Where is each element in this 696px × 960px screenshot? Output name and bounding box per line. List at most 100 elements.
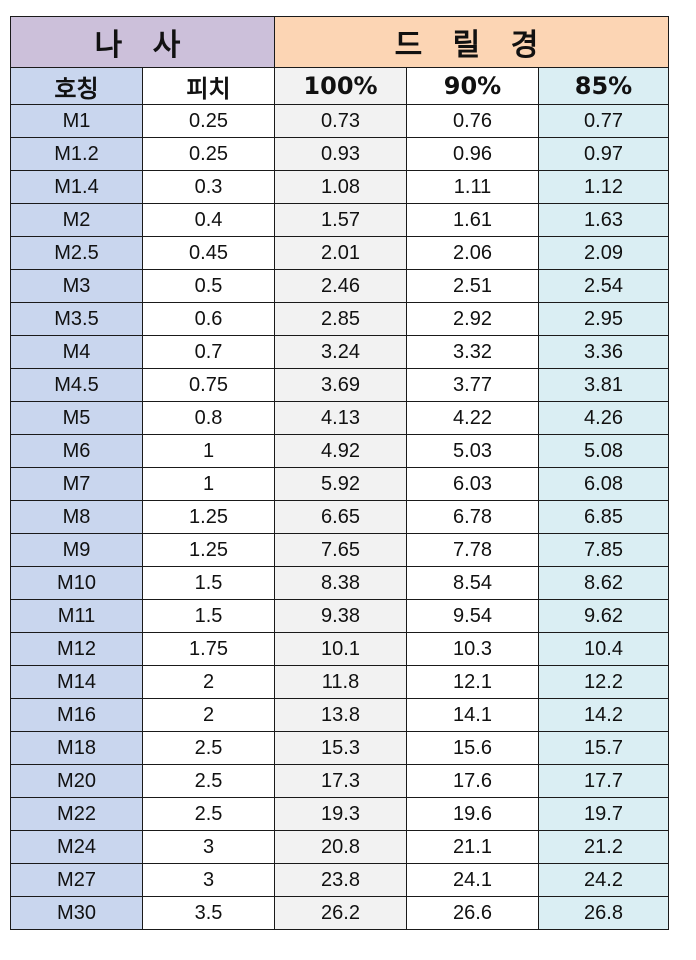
drill-85-percent-cell: 2.54 <box>538 269 669 303</box>
drill-85-percent-cell: 3.81 <box>538 368 669 402</box>
table-row: M22 2.5 19.3 19.6 19.7 <box>10 797 669 831</box>
pitch-cell: 1.75 <box>142 632 275 666</box>
drill-85-percent-cell: 10.4 <box>538 632 669 666</box>
thread-designation-cell: M4 <box>10 335 143 369</box>
pitch-cell: 0.5 <box>142 269 275 303</box>
drill-100-percent-cell: 1.08 <box>274 170 407 204</box>
drill-90-percent-cell: 12.1 <box>406 665 539 699</box>
thread-designation-cell: M10 <box>10 566 143 600</box>
drill-90-percent-cell: 4.22 <box>406 401 539 435</box>
table-row: M10 1.5 8.38 8.54 8.62 <box>10 566 669 600</box>
thread-designation-cell: M3.5 <box>10 302 143 336</box>
thread-designation-cell: M6 <box>10 434 143 468</box>
thread-designation-cell: M27 <box>10 863 143 897</box>
drill-85-percent-cell: 12.2 <box>538 665 669 699</box>
drill-85-percent-cell: 1.12 <box>538 170 669 204</box>
drill-85-percent-cell: 15.7 <box>538 731 669 765</box>
drill-90-percent-cell: 3.32 <box>406 335 539 369</box>
table-row: M1.4 0.3 1.08 1.11 1.12 <box>10 170 669 204</box>
drill-100-percent-cell: 0.73 <box>274 104 407 138</box>
thread-designation-cell: M30 <box>10 896 143 930</box>
pitch-cell: 2.5 <box>142 797 275 831</box>
pitch-cell: 0.8 <box>142 401 275 435</box>
table-row: M4 0.7 3.24 3.32 3.36 <box>10 335 669 369</box>
drill-90-percent-cell: 26.6 <box>406 896 539 930</box>
thread-designation-cell: M8 <box>10 500 143 534</box>
pitch-cell: 0.25 <box>142 137 275 171</box>
drill-90-percent-cell: 8.54 <box>406 566 539 600</box>
drill-100-percent-cell: 23.8 <box>274 863 407 897</box>
drill-90-percent-cell: 21.1 <box>406 830 539 864</box>
thread-designation-cell: M9 <box>10 533 143 567</box>
thread-designation-cell: M4.5 <box>10 368 143 402</box>
drill-100-percent-cell: 4.13 <box>274 401 407 435</box>
pitch-cell: 0.4 <box>142 203 275 237</box>
pitch-cell: 0.45 <box>142 236 275 270</box>
column-header-designation: 호칭 <box>10 67 143 105</box>
table-row: M16 2 13.8 14.1 14.2 <box>10 698 669 732</box>
drill-90-percent-cell: 6.78 <box>406 500 539 534</box>
table-row: M18 2.5 15.3 15.6 15.7 <box>10 731 669 765</box>
thread-designation-cell: M5 <box>10 401 143 435</box>
drill-100-percent-cell: 8.38 <box>274 566 407 600</box>
thread-designation-cell: M20 <box>10 764 143 798</box>
drill-90-percent-cell: 6.03 <box>406 467 539 501</box>
drill-90-percent-cell: 1.11 <box>406 170 539 204</box>
drill-100-percent-cell: 2.01 <box>274 236 407 270</box>
thread-designation-cell: M11 <box>10 599 143 633</box>
drill-90-percent-cell: 2.92 <box>406 302 539 336</box>
drill-85-percent-cell: 2.95 <box>538 302 669 336</box>
drill-85-percent-cell: 9.62 <box>538 599 669 633</box>
drill-100-percent-cell: 19.3 <box>274 797 407 831</box>
drill-100-percent-cell: 1.57 <box>274 203 407 237</box>
table-row: M27 3 23.8 24.1 24.2 <box>10 863 669 897</box>
drill-90-percent-cell: 2.51 <box>406 269 539 303</box>
table-row: M7 1 5.92 6.03 6.08 <box>10 467 669 501</box>
drill-100-percent-cell: 17.3 <box>274 764 407 798</box>
drill-90-percent-cell: 15.6 <box>406 731 539 765</box>
drill-size-group-header: 드 릴 경 <box>274 16 669 68</box>
drill-100-percent-cell: 2.46 <box>274 269 407 303</box>
drill-85-percent-cell: 19.7 <box>538 797 669 831</box>
drill-90-percent-cell: 9.54 <box>406 599 539 633</box>
drill-85-percent-cell: 26.8 <box>538 896 669 930</box>
drill-100-percent-cell: 3.24 <box>274 335 407 369</box>
table-row: M4.5 0.75 3.69 3.77 3.81 <box>10 368 669 402</box>
pitch-cell: 1 <box>142 434 275 468</box>
thread-designation-cell: M18 <box>10 731 143 765</box>
drill-90-percent-cell: 0.76 <box>406 104 539 138</box>
pitch-cell: 3.5 <box>142 896 275 930</box>
table-row: M3 0.5 2.46 2.51 2.54 <box>10 269 669 303</box>
tap-drill-size-table: 나 사 드 릴 경 호칭 피치 100% 90% 85% M1 0.25 0.73 0… <box>10 16 669 930</box>
drill-90-percent-cell: 19.6 <box>406 797 539 831</box>
drill-85-percent-cell: 24.2 <box>538 863 669 897</box>
pitch-cell: 1.25 <box>142 533 275 567</box>
drill-85-percent-cell: 3.36 <box>538 335 669 369</box>
pitch-cell: 2 <box>142 665 275 699</box>
pitch-cell: 0.3 <box>142 170 275 204</box>
drill-100-percent-cell: 4.92 <box>274 434 407 468</box>
pitch-cell: 0.25 <box>142 104 275 138</box>
pitch-cell: 1.5 <box>142 566 275 600</box>
table-row: M24 3 20.8 21.1 21.2 <box>10 830 669 864</box>
drill-100-percent-cell: 0.93 <box>274 137 407 171</box>
thread-designation-cell: M7 <box>10 467 143 501</box>
pitch-cell: 1.25 <box>142 500 275 534</box>
thread-designation-cell: M14 <box>10 665 143 699</box>
table-row: M20 2.5 17.3 17.6 17.7 <box>10 764 669 798</box>
table-row: M5 0.8 4.13 4.22 4.26 <box>10 401 669 435</box>
table-row: M6 1 4.92 5.03 5.08 <box>10 434 669 468</box>
drill-90-percent-cell: 10.3 <box>406 632 539 666</box>
drill-85-percent-cell: 0.97 <box>538 137 669 171</box>
pitch-cell: 0.75 <box>142 368 275 402</box>
column-header-row: 호칭 피치 100% 90% 85% <box>10 67 669 105</box>
drill-90-percent-cell: 2.06 <box>406 236 539 270</box>
drill-85-percent-cell: 1.63 <box>538 203 669 237</box>
table-row: M3.5 0.6 2.85 2.92 2.95 <box>10 302 669 336</box>
drill-90-percent-cell: 17.6 <box>406 764 539 798</box>
pitch-cell: 2.5 <box>142 764 275 798</box>
column-header-pitch: 피치 <box>142 67 275 105</box>
drill-100-percent-cell: 3.69 <box>274 368 407 402</box>
thread-designation-cell: M12 <box>10 632 143 666</box>
drill-90-percent-cell: 14.1 <box>406 698 539 732</box>
